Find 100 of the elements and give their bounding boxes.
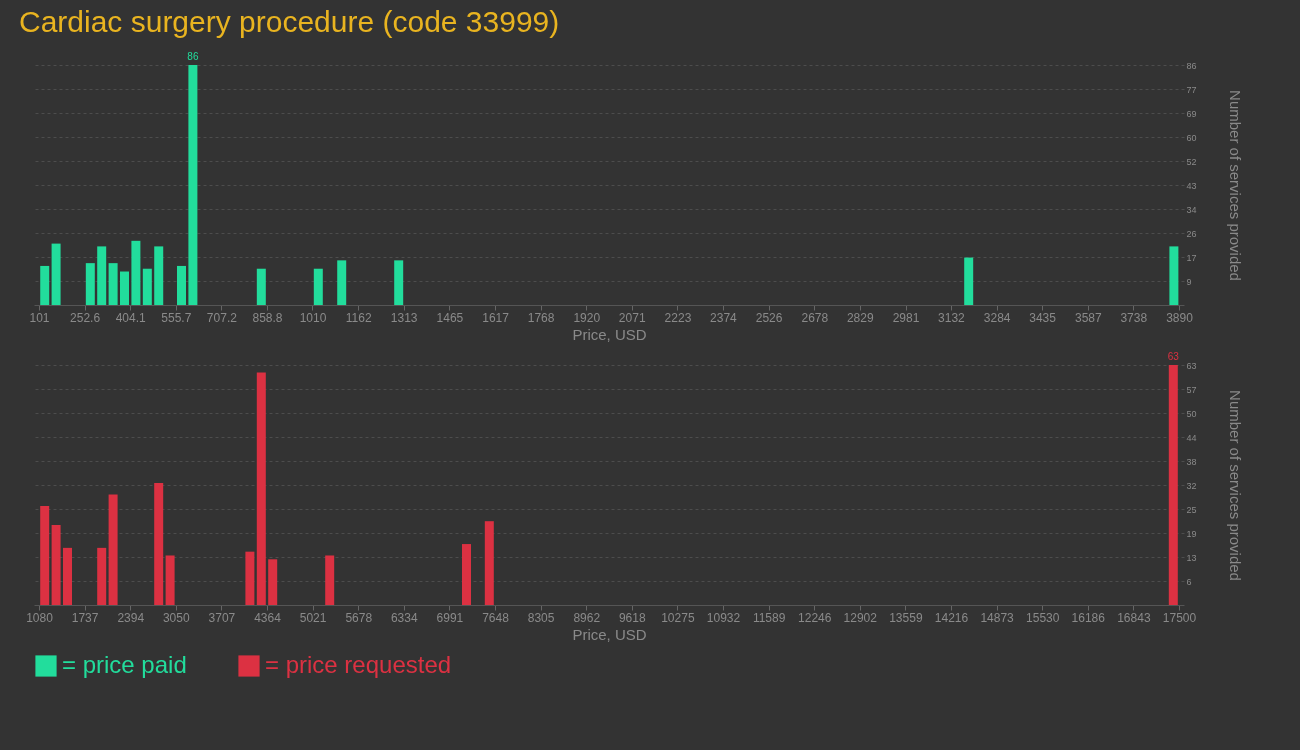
x-tick-label: 8305 [527, 610, 555, 625]
x-tick-label: 1737 [71, 610, 99, 625]
x-tick-label: 5678 [345, 610, 373, 625]
y-tick-label: 69 [1186, 108, 1197, 119]
x-tick-label: 14873 [980, 610, 1015, 625]
y-tick-label: 63 [1186, 360, 1197, 371]
x-tick-label: 7648 [482, 610, 510, 625]
x-tick-label: 404.1 [115, 310, 147, 325]
bar [1169, 246, 1179, 305]
y-tick-label: 60 [1186, 132, 1197, 143]
y-tick-label: 57 [1186, 384, 1197, 395]
y-axis-title: Number of services provided [1226, 390, 1244, 581]
chart-title: Cardiac surgery procedure (code 33999) [18, 5, 560, 38]
y-tick-label: 44 [1186, 432, 1197, 443]
bar [154, 483, 164, 605]
x-tick-label: 1010 [299, 310, 327, 325]
x-tick-label: 2394 [117, 610, 145, 625]
x-tick-label: 2071 [618, 310, 646, 325]
x-tick-label: 1313 [390, 310, 418, 325]
x-tick-label: 555.7 [161, 310, 192, 325]
bar [337, 260, 347, 305]
bar [256, 268, 266, 305]
x-tick-label: 6991 [436, 610, 464, 625]
bar [120, 271, 130, 305]
x-tick-label: 1920 [573, 310, 601, 325]
y-tick-label: 6 [1186, 576, 1192, 587]
bar [108, 263, 118, 305]
bar [176, 265, 186, 305]
y-tick-label: 52 [1186, 156, 1197, 167]
bar [313, 268, 323, 305]
x-tick-label: 14216 [934, 610, 969, 625]
legend-label: = price paid [62, 651, 187, 678]
bar [51, 243, 61, 305]
x-tick-label: 2374 [710, 310, 738, 325]
x-tick-label: 3284 [983, 310, 1011, 325]
x-tick-label: 13559 [889, 610, 923, 625]
y-tick-label: 50 [1186, 408, 1197, 419]
x-tick-label: 1617 [482, 310, 510, 325]
bar [245, 551, 255, 605]
legend-label: = price requested [265, 651, 452, 678]
bar [40, 265, 50, 305]
data-label: 86 [187, 51, 199, 62]
bar [108, 494, 118, 605]
x-tick-label: 3132 [938, 310, 966, 325]
x-tick-label: 16843 [1117, 610, 1151, 625]
bar [51, 525, 61, 605]
x-tick-label: 2223 [664, 310, 692, 325]
x-tick-label: 858.8 [252, 310, 283, 325]
x-tick-label: 3587 [1074, 310, 1103, 325]
x-tick-label: 5021 [299, 610, 327, 625]
y-tick-label: 34 [1186, 204, 1197, 215]
x-tick-label: 3707 [208, 610, 236, 625]
x-tick-label: 3435 [1029, 310, 1057, 325]
bar [131, 240, 141, 305]
x-tick-label: 1080 [26, 610, 54, 625]
bar [165, 555, 175, 605]
bar [964, 257, 974, 305]
y-tick-label: 19 [1186, 528, 1197, 539]
x-tick-label: 2678 [801, 310, 829, 325]
x-tick-label: 3050 [162, 610, 190, 625]
bar [85, 263, 95, 305]
x-tick-label: 11589 [752, 610, 786, 625]
x-tick-label: 17500 [1162, 610, 1197, 625]
bar [462, 544, 471, 605]
x-tick-label: 2981 [892, 310, 920, 325]
bar [142, 268, 152, 305]
x-tick-label: 3738 [1120, 310, 1148, 325]
y-tick-label: 17 [1186, 252, 1197, 263]
y-tick-label: 32 [1186, 480, 1197, 491]
x-tick-label: 1162 [345, 310, 372, 325]
bar [1168, 365, 1178, 605]
x-axis-title: Price, USD [572, 625, 647, 643]
x-tick-label: 10275 [661, 610, 695, 625]
y-tick-label: 26 [1186, 228, 1197, 239]
x-tick-label: 3890 [1166, 310, 1194, 325]
y-tick-label: 43 [1186, 180, 1197, 191]
bar [484, 521, 494, 605]
x-tick-label: 15530 [1026, 610, 1060, 625]
bar [63, 547, 72, 605]
y-tick-label: 77 [1186, 84, 1197, 95]
bar [40, 505, 50, 605]
y-tick-label: 25 [1186, 504, 1197, 515]
x-tick-label: 1768 [527, 310, 555, 325]
y-tick-label: 13 [1186, 552, 1197, 563]
bar [188, 65, 198, 305]
x-tick-label: 10932 [706, 610, 741, 625]
bar [394, 260, 404, 305]
bar [97, 246, 107, 305]
y-axis-title: Number of services provided [1226, 90, 1244, 281]
bar [268, 559, 278, 605]
x-tick-label: 6334 [390, 610, 418, 625]
x-tick-label: 707.2 [206, 310, 238, 325]
y-tick-label: 38 [1186, 456, 1197, 467]
x-tick-label: 2526 [755, 310, 783, 325]
x-tick-label: 1465 [436, 310, 464, 325]
bar [325, 555, 335, 605]
y-tick-label: 9 [1186, 276, 1192, 287]
bar [154, 246, 164, 305]
x-tick-label: 12902 [843, 610, 878, 625]
bar [256, 372, 266, 605]
